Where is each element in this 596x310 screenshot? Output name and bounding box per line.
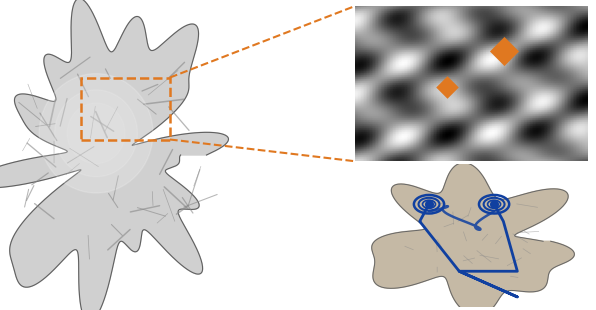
Bar (81, 78, 170, 140)
Point (499, 49, 508, 54)
Ellipse shape (67, 103, 125, 164)
Polygon shape (372, 163, 575, 310)
Point (442, 84, 452, 89)
Ellipse shape (39, 73, 153, 193)
Ellipse shape (55, 90, 138, 177)
Point (424, 202, 434, 207)
Polygon shape (0, 0, 228, 310)
Point (489, 202, 499, 207)
